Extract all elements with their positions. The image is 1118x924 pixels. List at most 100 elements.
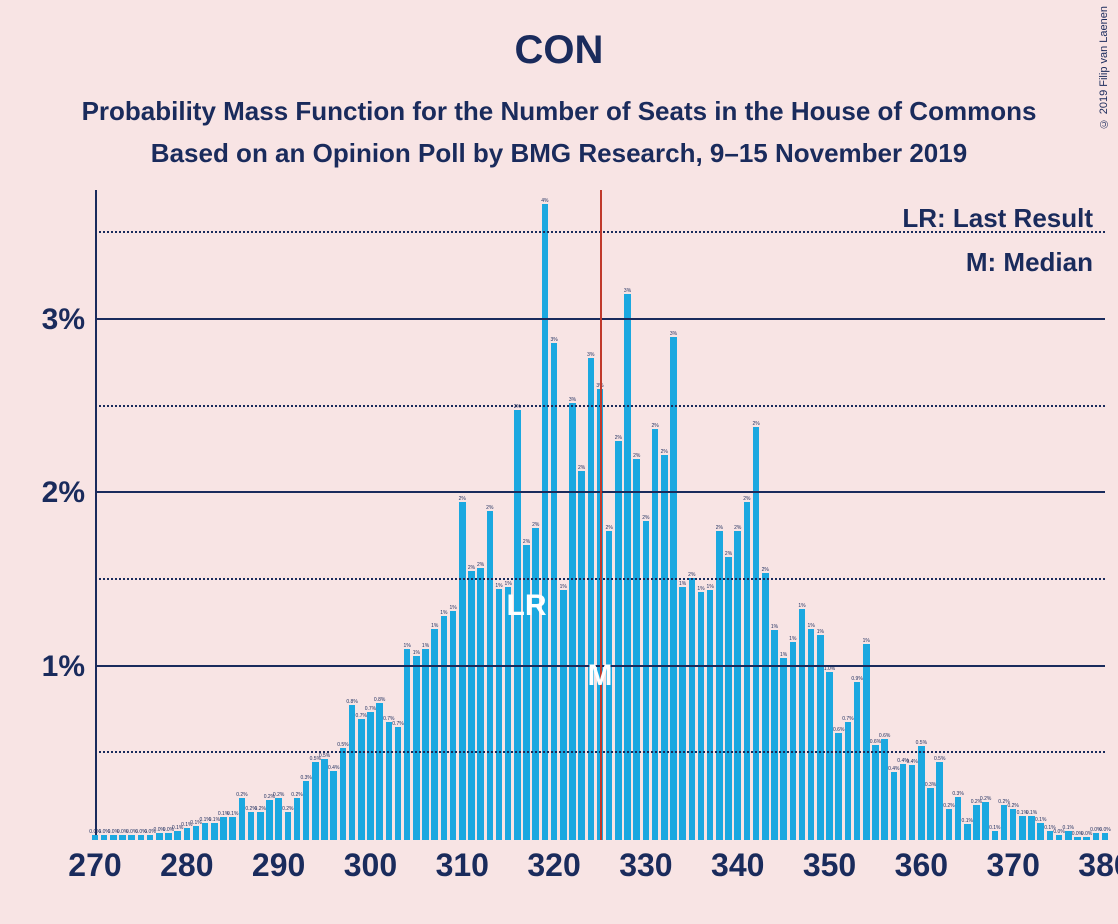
bar: 0.2% (257, 812, 264, 840)
bar-value-label: 3% (587, 352, 594, 358)
chart-area: 0.0%0.0%0.0%0.0%0.0%0.0%0.0%0.0%0.0%0.1%… (95, 190, 1105, 880)
subtitle-line-1: Probability Mass Function for the Number… (0, 91, 1118, 133)
bar: 0.1% (174, 831, 181, 840)
bar: 1% (560, 590, 567, 840)
bar-value-label: 0.8% (346, 699, 357, 705)
bar-value-label: 1% (817, 629, 824, 635)
bar: 0.7% (358, 719, 365, 840)
bar: 1% (698, 592, 705, 840)
bar-value-label: 1% (431, 623, 438, 629)
bar-value-label: 0.5% (319, 753, 330, 759)
bar: 2% (762, 573, 769, 840)
bar: 0.3% (303, 781, 310, 840)
bar: 1% (863, 644, 870, 840)
bar-value-label: 0.2% (1007, 803, 1018, 809)
bar: 1% (799, 609, 806, 840)
bar: 0.9% (854, 682, 861, 840)
bar: 2% (615, 441, 622, 840)
bar: 0.7% (367, 712, 374, 840)
chart-annotation: LR (507, 589, 547, 623)
bar-value-label: 0.3% (300, 775, 311, 781)
bar: 0.1% (229, 817, 236, 840)
bar: 0.0% (101, 835, 108, 840)
x-tick-label: 360 (895, 847, 948, 884)
legend: LR: Last Result M: Median (902, 196, 1093, 284)
bar-value-label: 2% (532, 522, 539, 528)
bar-value-label: 1% (789, 636, 796, 642)
bar-value-label: 1% (560, 584, 567, 590)
bar-value-label: 2% (642, 515, 649, 521)
bar: 1% (505, 587, 512, 840)
bar: 0.2% (248, 812, 255, 840)
bar-value-label: 0.3% (925, 782, 936, 788)
bar: 0.0% (138, 835, 145, 840)
bar-value-label: 2% (734, 525, 741, 531)
bar-value-label: 1% (863, 638, 870, 644)
bar-value-label: 0.2% (980, 796, 991, 802)
bar: 0.0% (119, 835, 126, 840)
bar-value-label: 0.6% (879, 733, 890, 739)
bar-value-label: 2% (606, 525, 613, 531)
x-tick-label: 300 (344, 847, 397, 884)
bar: 0.1% (1037, 823, 1044, 840)
bar: 2% (744, 502, 751, 840)
bar: 0.2% (946, 809, 953, 840)
bar: 0.0% (110, 835, 117, 840)
bar: 0.2% (275, 798, 282, 840)
bar: 0.2% (1001, 805, 1008, 840)
bar: 0.2% (266, 800, 273, 840)
bar-value-label: 0.1% (989, 825, 1000, 831)
bar: 1% (431, 629, 438, 840)
bar: 1% (790, 642, 797, 840)
bar: 1% (450, 611, 457, 840)
bar: 0.1% (1019, 816, 1026, 840)
bar-value-label: 1% (449, 605, 456, 611)
bar-value-label: 0.6% (833, 727, 844, 733)
bar-value-label: 2% (477, 562, 484, 568)
bar-value-label: 1% (413, 650, 420, 656)
y-tick-label: 3% (25, 303, 85, 337)
bar-value-label: 1% (707, 584, 714, 590)
y-tick-label: 2% (25, 476, 85, 510)
bar: 2% (468, 571, 475, 840)
bar: 0.6% (881, 739, 888, 840)
bar-value-label: 1% (505, 581, 512, 587)
x-tick-label: 320 (527, 847, 580, 884)
bar: 3% (551, 343, 558, 840)
bar: 0.3% (955, 797, 962, 840)
bar: 2% (459, 502, 466, 840)
bar-value-label: 0.2% (255, 806, 266, 812)
bar: 0.0% (1083, 837, 1090, 840)
bar: 0.5% (340, 748, 347, 840)
bar-value-label: 2% (743, 496, 750, 502)
bar-value-label: 2% (725, 551, 732, 557)
x-tick-label: 340 (711, 847, 764, 884)
chart-title: CON (0, 0, 1118, 73)
bar-value-label: 0.4% (888, 766, 899, 772)
bar-value-label: 3% (670, 331, 677, 337)
bar: 0.1% (992, 831, 999, 840)
x-tick-label: 350 (803, 847, 856, 884)
bar-value-label: 1% (798, 603, 805, 609)
bar-value-label: 0.5% (337, 742, 348, 748)
bar-value-label: 0.5% (916, 740, 927, 746)
bar: 0.1% (202, 823, 209, 840)
bar: 0.7% (395, 727, 402, 840)
bar-value-label: 0.7% (356, 713, 367, 719)
bar: 0.1% (211, 823, 218, 840)
bar: 3% (670, 337, 677, 840)
bar-value-label: 1% (697, 586, 704, 592)
bar: 0.2% (239, 798, 246, 840)
bar-value-label: 0.7% (365, 706, 376, 712)
bar: 3% (569, 403, 576, 840)
legend-lr: LR: Last Result (902, 196, 1093, 240)
bar: 0.0% (1056, 835, 1063, 840)
bar: 0.4% (891, 772, 898, 840)
bar: 1% (496, 589, 503, 840)
bar-value-label: 1% (440, 610, 447, 616)
bar: 3% (588, 358, 595, 840)
bar: 0.0% (165, 833, 172, 840)
bar: 0.4% (909, 765, 916, 840)
bar-value-label: 0.0% (1099, 827, 1110, 833)
bar: 2% (689, 578, 696, 840)
